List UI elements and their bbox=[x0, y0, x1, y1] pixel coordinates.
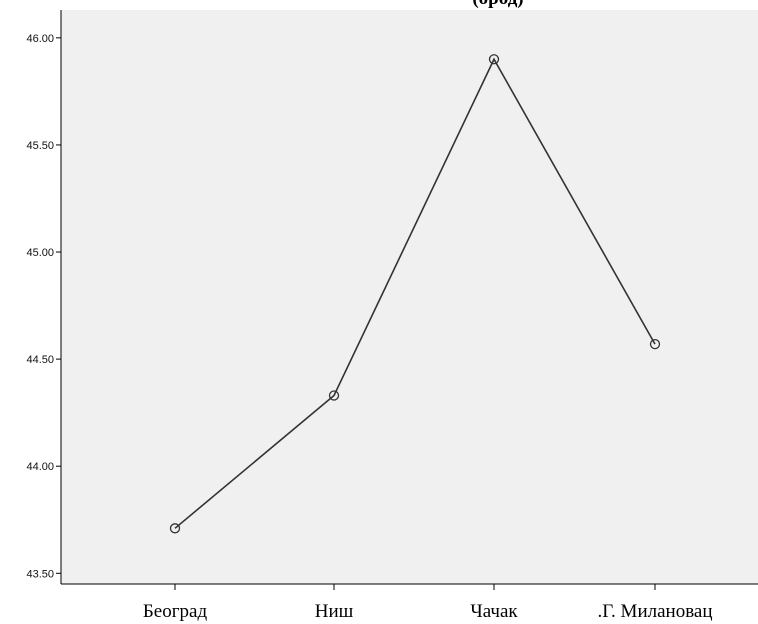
y-tick-label: 43.50 bbox=[26, 568, 54, 580]
y-tick-label: 45.50 bbox=[26, 140, 54, 152]
x-category-label: Ниш bbox=[315, 601, 354, 622]
x-category-label: .Г. Милановац bbox=[597, 601, 712, 622]
x-ticks: Београд Ниш Чачак .Г. Милановац bbox=[143, 584, 713, 622]
data-point bbox=[169, 523, 181, 534]
chart-title: (ород) bbox=[472, 0, 523, 9]
series-line bbox=[174, 57, 656, 529]
x-category-label: Београд bbox=[143, 601, 208, 622]
y-tick-label: 45.00 bbox=[26, 247, 54, 259]
data-point bbox=[488, 54, 500, 65]
y-tick-label: 44.00 bbox=[26, 461, 54, 473]
series-points bbox=[169, 54, 661, 534]
data-point bbox=[328, 390, 340, 401]
y-ticks: 43.50 44.00 44.50 45.00 45.50 46.00 bbox=[26, 33, 61, 580]
x-category-label: Чачак bbox=[470, 601, 518, 622]
plot-area bbox=[61, 10, 758, 584]
y-tick-label: 44.50 bbox=[26, 354, 54, 366]
y-tick-label: 46.00 bbox=[26, 33, 54, 45]
data-point bbox=[649, 338, 661, 350]
